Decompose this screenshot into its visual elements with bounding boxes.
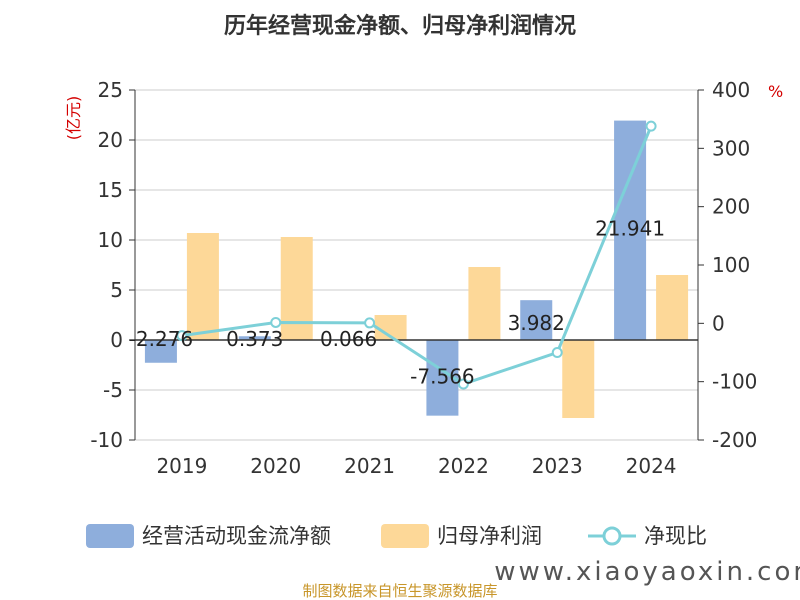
ratio-point bbox=[645, 120, 657, 132]
axes bbox=[134, 90, 699, 440]
bar-profit bbox=[186, 233, 219, 340]
grid bbox=[135, 89, 698, 441]
right-axis-ticks: 400 300 200 100 0 -100 -200 bbox=[698, 78, 757, 452]
category-label: 2021 bbox=[344, 454, 395, 478]
category-label: 2023 bbox=[532, 454, 583, 478]
left-axis-ticks: 25 20 15 10 5 0 -5 -10 bbox=[90, 78, 135, 452]
data-label: 3.982 bbox=[508, 311, 565, 335]
right-tick-label: 400 bbox=[712, 78, 750, 102]
bar-cashflow bbox=[144, 340, 177, 363]
ratio-point bbox=[551, 347, 563, 358]
data-label: -2.276 bbox=[129, 327, 193, 351]
left-tick-label: 10 bbox=[98, 228, 123, 252]
left-tick-label: 20 bbox=[98, 128, 123, 152]
ratio-point bbox=[364, 317, 376, 329]
data-label: -7.566 bbox=[410, 365, 474, 389]
left-tick-label: 5 bbox=[110, 278, 123, 302]
right-tick-label: 0 bbox=[712, 311, 725, 335]
ratio-point bbox=[176, 330, 188, 342]
right-tick-label: 100 bbox=[712, 253, 750, 277]
left-tick-label: 0 bbox=[110, 328, 123, 352]
legend: 经营活动现金流净额 归母净利润 净现比 bbox=[86, 524, 707, 548]
ratio-point bbox=[270, 316, 282, 328]
category-label: 2019 bbox=[156, 454, 207, 478]
left-axis-unit: (亿元) bbox=[64, 96, 83, 141]
bars bbox=[144, 120, 689, 418]
watermark: www.xiaoyaoxin.com bbox=[494, 557, 800, 587]
bar-cashflow bbox=[238, 336, 271, 340]
bar-profit bbox=[280, 237, 313, 340]
bar-profit bbox=[562, 340, 595, 418]
bar-cashflow bbox=[614, 120, 647, 340]
left-tick-label: 15 bbox=[98, 178, 123, 202]
right-tick-label: 300 bbox=[712, 136, 750, 160]
right-tick-label: -200 bbox=[712, 428, 757, 452]
bar-cashflow bbox=[520, 300, 553, 340]
bar-profit bbox=[468, 267, 501, 340]
left-tick-label: 25 bbox=[98, 78, 123, 102]
data-label: 0.373 bbox=[226, 327, 283, 351]
right-tick-label: -100 bbox=[712, 370, 757, 394]
right-axis-unit: % bbox=[768, 82, 783, 101]
ratio-line bbox=[176, 120, 657, 390]
legend-label-profit: 归母净利润 bbox=[437, 524, 542, 548]
legend-label-cashflow: 经营活动现金流净额 bbox=[142, 524, 331, 548]
data-labels: -2.276 0.373 0.066 -7.566 3.982 21.941 bbox=[129, 217, 665, 389]
legend-swatch-ratio-marker bbox=[602, 526, 622, 546]
category-labels: 2019 2020 2021 2022 2023 2024 bbox=[156, 454, 676, 478]
legend-swatch-cashflow bbox=[86, 524, 134, 548]
right-tick-label: 200 bbox=[712, 195, 750, 219]
chart-title: 历年经营现金净额、归母净利润情况 bbox=[224, 13, 576, 39]
legend-swatch-profit bbox=[381, 524, 429, 548]
category-label: 2020 bbox=[250, 454, 301, 478]
left-tick-label: -10 bbox=[90, 428, 123, 452]
ratio-point bbox=[457, 378, 469, 390]
source-note: 制图数据来自恒生聚源数据库 bbox=[302, 582, 497, 600]
ratio-line-path bbox=[181, 125, 653, 386]
bar-profit bbox=[656, 275, 689, 340]
category-label: 2022 bbox=[438, 454, 489, 478]
data-label: 21.941 bbox=[595, 217, 665, 241]
left-tick-label: -5 bbox=[103, 378, 123, 402]
category-label: 2024 bbox=[626, 454, 677, 478]
legend-label-ratio: 净现比 bbox=[644, 524, 707, 548]
data-label: 0.066 bbox=[320, 327, 377, 351]
